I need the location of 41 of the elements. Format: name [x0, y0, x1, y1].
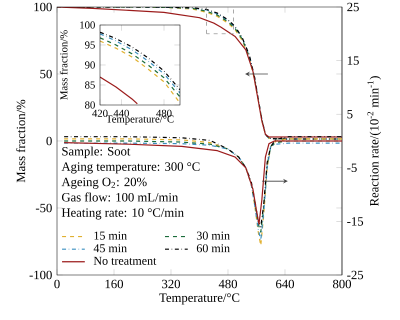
x-axis-title: Temperature/°C: [106, 115, 174, 125]
y2-tick-label: 25: [347, 2, 359, 12]
annotation: Aging temperature: 300 °C: [62, 162, 200, 174]
y2-tick-label: -25: [347, 270, 364, 280]
x-tick-label: 320: [162, 280, 180, 288]
legend-label: 30 min: [196, 232, 230, 240]
y-tick-label: 100: [80, 21, 95, 29]
x-tick-label: 480: [218, 280, 238, 288]
y2-tick-label: -5: [347, 164, 357, 172]
x-tick-label: 0: [54, 280, 60, 288]
line-series: [100, 76, 138, 104]
x-tick-label: 420: [92, 110, 108, 117]
annotation: Ageing O$_{2}$: 20%: [62, 178, 147, 189]
legend-label: 45 min: [94, 244, 127, 252]
legend-label: No treatment: [94, 256, 156, 265]
y-tick-label: 100: [34, 2, 52, 12]
y2-tick-label: 5: [347, 110, 353, 118]
annotation: Heating rate: 10 °C/min: [62, 208, 184, 220]
x-axis-title: Temperature/°C: [159, 293, 240, 305]
y2-tick-label: 15: [348, 56, 359, 65]
x-tick-label: 800: [332, 280, 352, 288]
annotation: Sample: Soot: [62, 146, 130, 158]
y-tick-label: 95: [84, 41, 95, 49]
x-tick-label: 440: [114, 110, 129, 117]
y-tick-label: -50: [36, 204, 52, 212]
y-axis-title: Mass fraction/%: [16, 100, 26, 182]
x-tick-label: 480: [156, 110, 172, 117]
x-tick-label: 640: [276, 280, 294, 288]
y-tick-label: 0: [46, 136, 52, 146]
y-tick-label: 50: [40, 70, 52, 78]
y-tick-label: 80: [85, 101, 95, 109]
legend-label: 60 min: [196, 244, 230, 252]
x-tick-label: 160: [106, 280, 124, 288]
y-axis-title: Mass fraction/%: [60, 30, 68, 100]
legend-label: 15 min: [94, 232, 127, 240]
y-tick-label: -100: [30, 270, 52, 280]
y-tick-label: 85: [85, 81, 95, 89]
y2-tick-label: -15: [347, 217, 364, 226]
y2-axis-title: Reaction rate/(10$^{-2}$ min$^{-1}$): [367, 76, 382, 206]
y-tick-label: 90: [84, 61, 95, 69]
annotation: Gas flow: 100 mL/min: [62, 192, 178, 202]
